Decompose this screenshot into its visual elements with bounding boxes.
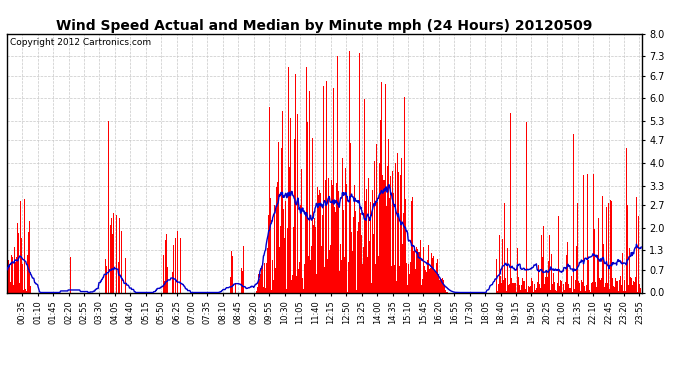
Title: Wind Speed Actual and Median by Minute mph (24 Hours) 20120509: Wind Speed Actual and Median by Minute m… [56,19,593,33]
Text: Copyright 2012 Cartronics.com: Copyright 2012 Cartronics.com [10,38,151,46]
